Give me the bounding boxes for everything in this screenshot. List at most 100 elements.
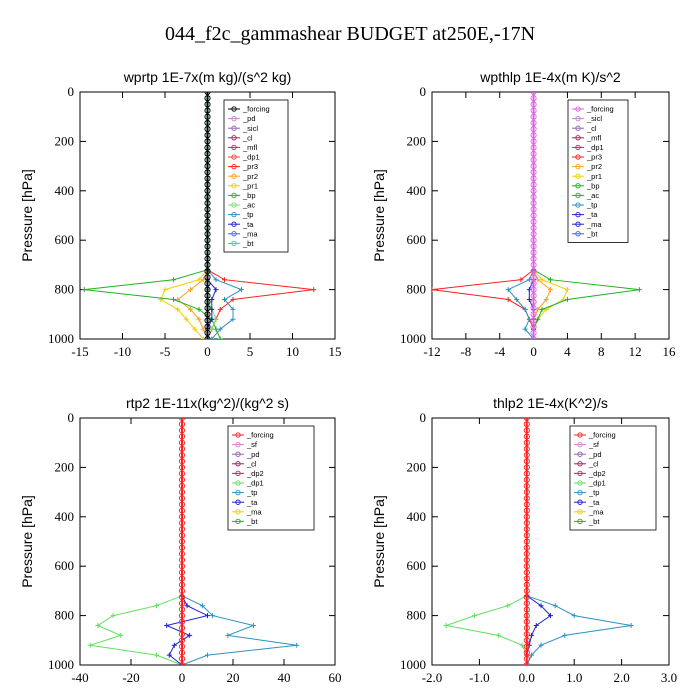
data-point: [230, 296, 236, 302]
data-point: [548, 613, 553, 619]
data-point: [217, 326, 223, 332]
data-point: [294, 642, 300, 648]
data-point: [213, 326, 219, 332]
legend-marker: [577, 461, 583, 467]
data-point: [514, 296, 520, 302]
data-point: [564, 287, 570, 293]
y-tick-label: 200: [55, 133, 75, 148]
legend-marker: [235, 461, 241, 467]
data-point: [204, 230, 211, 238]
y-tick-label: 1000: [48, 657, 74, 672]
legend-label: _cl: [588, 459, 599, 468]
legend-marker: [577, 480, 583, 486]
legend-label: _pd: [246, 450, 260, 459]
plot-frame: [431, 91, 670, 340]
data-point: [178, 470, 186, 477]
y-tick-label: 800: [407, 608, 427, 623]
legend-marker: [577, 518, 583, 525]
data-point: [204, 175, 211, 182]
data-point: [628, 622, 634, 628]
legend-label: _ac: [242, 201, 255, 210]
data-point: [530, 95, 537, 102]
x-tick-label: 0.0: [519, 670, 535, 685]
data-point: [178, 600, 186, 607]
x-tick-label: 0: [530, 344, 537, 359]
data-point: [523, 439, 530, 446]
data-point: [523, 476, 530, 483]
legend-label: _dp2: [588, 469, 606, 478]
y-tick-label: 0: [68, 410, 75, 425]
data-point: [523, 418, 530, 422]
chart-panel-2: wpthlp 1E-4x(m K)/s^2 Pressure [hPa] -12 -8…: [371, 69, 676, 359]
legend-label: _ma: [588, 507, 604, 516]
data-point: [526, 277, 532, 283]
legend-label: _bp: [242, 191, 256, 200]
y-axis-label: Pressure [hPa]: [371, 169, 387, 262]
legend-marker: [575, 163, 581, 170]
data-point: [523, 538, 530, 545]
x-tick-label: 5: [247, 344, 254, 359]
data-point: [204, 224, 211, 231]
legend-label: _sicl: [586, 114, 602, 123]
series-tp: [205, 92, 244, 339]
data-point: [523, 631, 530, 638]
series-dp1: [443, 418, 530, 665]
data-point: [178, 427, 186, 434]
data-point: [204, 92, 211, 96]
data-point: [571, 613, 577, 619]
x-tick-label: 4: [564, 344, 571, 359]
y-tick-label: 1000: [400, 331, 426, 346]
legend: _forcing_pd_sicl_cl_mfl_dp1_pr3_pr2_pr1_…: [223, 99, 289, 253]
data-point: [204, 156, 211, 163]
data-point: [178, 433, 186, 440]
data-point: [178, 612, 186, 619]
legend-label: _ta: [588, 498, 600, 507]
data-point: [178, 655, 186, 662]
data-point: [530, 92, 537, 96]
legend-marker: [235, 499, 241, 505]
data-point: [530, 323, 537, 330]
data-point: [222, 277, 227, 283]
y-axis-label: Pressure [hPa]: [371, 495, 387, 588]
x-tick-label: 15: [329, 344, 342, 359]
series-forcing: [530, 92, 537, 339]
data-point: [522, 326, 528, 332]
data-point: [188, 287, 193, 293]
legend-marker: [575, 125, 581, 131]
data-point: [178, 482, 186, 489]
data-point: [523, 544, 530, 551]
data-point: [523, 575, 530, 582]
legend-label: _pd: [242, 114, 256, 123]
data-point: [178, 519, 186, 527]
data-point: [523, 643, 530, 650]
data-point: [548, 277, 553, 283]
legend-marker: [235, 518, 241, 525]
data-point: [530, 169, 537, 176]
legend-marker: [575, 144, 581, 151]
figure-title: 044_f2c_gammashear BUDGET at250E,-17N: [165, 23, 535, 45]
legend-label: _ma: [586, 220, 602, 229]
data-point: [178, 631, 186, 638]
legend-marker: [231, 154, 237, 160]
data-point: [530, 212, 537, 219]
legend-label: _ta: [246, 498, 258, 507]
x-tick-label: -2.0: [422, 670, 443, 685]
legend-label: _cl: [586, 124, 597, 133]
legend-label: _ta: [586, 210, 598, 219]
data-point: [204, 255, 211, 262]
data-point: [196, 316, 202, 322]
y-tick-label: 1000: [48, 331, 74, 346]
data-point: [204, 280, 211, 287]
data-point: [204, 305, 211, 312]
legend-marker: [575, 173, 581, 179]
data-point: [110, 613, 116, 619]
y-tick-label: 0: [420, 410, 427, 425]
legend-label: _bp: [586, 181, 600, 190]
data-point: [178, 556, 186, 564]
data-point: [217, 306, 223, 312]
data-point: [178, 581, 186, 588]
data-point: [530, 138, 537, 145]
data-point: [175, 306, 181, 312]
y-axis-label: Pressure [hPa]: [19, 495, 35, 588]
data-point: [523, 563, 530, 570]
